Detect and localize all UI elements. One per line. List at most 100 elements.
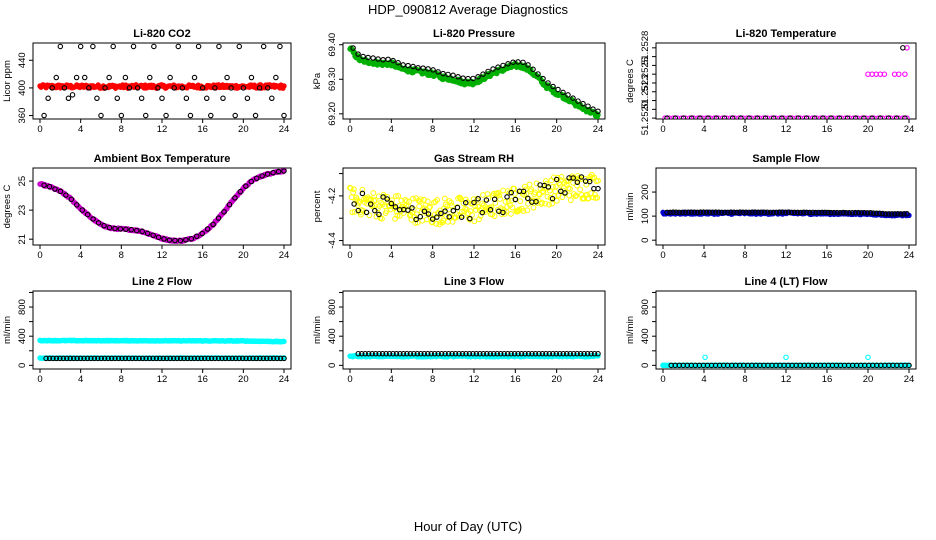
data-point [386,350,393,357]
data-point [275,168,282,175]
data-point [476,216,482,223]
data-point [349,209,356,216]
x-tick-label: 20 [551,374,562,385]
data-point [870,210,877,216]
y-tick-label: 800 [327,299,338,315]
data-point [359,186,366,193]
data-point [134,85,141,91]
data-point [372,197,379,203]
data-point [70,355,77,362]
data-point [810,209,816,216]
data-point [350,189,357,196]
data-point [515,59,521,65]
data-point [578,174,585,180]
data-point [797,209,804,216]
data-point [64,355,70,362]
data-point [445,218,451,225]
panel-4: Ambient Box Temperature 0 4 8 12 16 20 24 21 23 25… [2,153,292,261]
data-point [520,188,527,195]
panel-title: Sample Flow [752,153,820,165]
data-point [281,83,287,89]
data-point [580,100,586,107]
data-point [410,63,416,70]
data-point [454,204,461,211]
data-point [664,209,670,216]
data-point [405,207,411,213]
data-point [577,350,584,357]
data-point [480,192,486,198]
data-point [822,209,828,216]
data-point [718,209,725,216]
data-point [536,191,543,198]
data-point [274,355,280,362]
x-tick-label: 12 [469,374,480,385]
points-layer [37,43,287,119]
data-point [570,350,577,357]
data-point [90,216,96,222]
data-point [370,190,377,196]
data-point [188,355,194,362]
x-tick-label: 20 [551,124,562,135]
data-point [553,350,560,357]
data-point [406,198,412,205]
data-point [754,115,761,119]
data-point [435,69,441,75]
data-point [869,115,875,119]
data-point [174,355,180,362]
data-point [804,209,810,216]
data-point [123,226,129,233]
data-point [252,112,259,119]
y-tick-label: 800 [640,299,651,315]
data-point [412,220,419,226]
data-point [564,181,570,188]
data-point [421,208,428,215]
data-point [376,211,382,218]
data-point [544,193,551,200]
data-point [737,209,743,215]
data-point [488,204,495,210]
data-point [667,209,673,216]
data-point [725,209,731,216]
data-point [813,209,819,216]
data-point [155,85,161,91]
data-point [403,198,410,204]
data-point [73,74,80,81]
data-point [567,197,574,204]
data-point [277,43,283,50]
x-tick-label: 24 [593,250,604,261]
data-point [215,355,222,362]
data-point [365,350,372,357]
data-point [559,194,566,201]
series-avg [668,362,912,369]
panel-title: Line 3 Flow [444,276,504,288]
data-point [115,355,122,362]
data-point [67,355,73,362]
data-point [415,65,421,71]
data-point [515,350,521,357]
data-point [407,350,414,357]
data-point [98,112,104,119]
data-point [574,179,581,186]
data-point [212,85,218,91]
data-point [722,209,728,216]
data-point [705,115,711,119]
data-point [355,350,362,357]
x-tick-label: 0 [660,250,665,261]
x-tick-label: 0 [347,374,352,385]
series-raw [662,45,910,119]
data-point [483,197,490,203]
data-point [128,226,135,233]
data-point [122,355,129,362]
series-high [37,337,287,345]
data-point [504,204,510,210]
data-point [69,92,76,98]
data-point [187,112,194,119]
points-layer [660,354,912,369]
data-point [563,350,570,357]
data-point [224,74,230,81]
data-point [372,207,378,214]
data-point [129,355,136,362]
data-point [372,350,379,357]
data-point [134,227,140,234]
